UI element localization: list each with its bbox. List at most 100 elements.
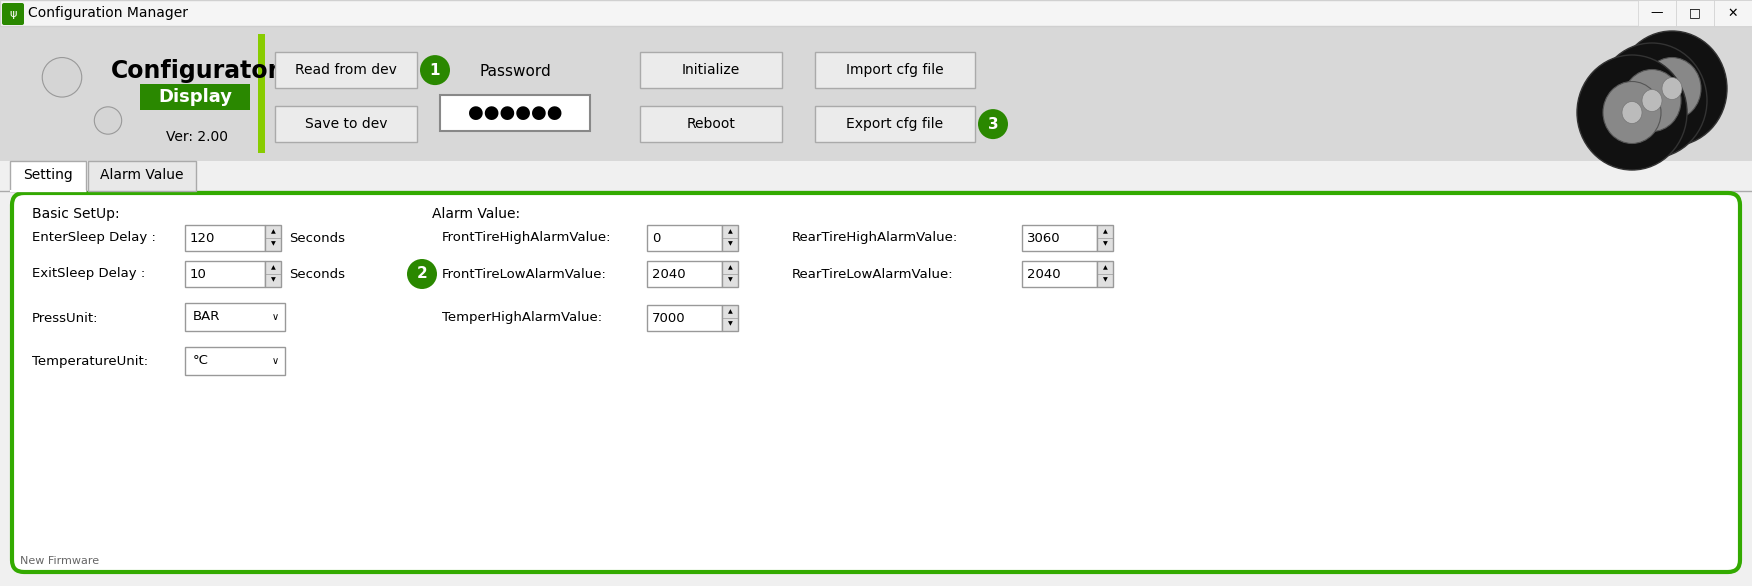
Text: 3060: 3060: [1027, 231, 1060, 244]
Text: Basic SetUp:: Basic SetUp:: [32, 207, 119, 221]
Text: 7000: 7000: [652, 312, 685, 325]
Circle shape: [95, 107, 121, 134]
Bar: [4, 33, 21, 50]
Text: ▼: ▼: [1102, 241, 1107, 247]
Bar: [68, 139, 79, 151]
Bar: [722, 225, 738, 251]
Bar: [815, 106, 976, 142]
Text: ▼: ▼: [727, 241, 732, 247]
Text: New Firmware: New Firmware: [19, 556, 100, 566]
Bar: [1097, 261, 1113, 287]
Text: 0: 0: [652, 231, 661, 244]
Text: ▼: ▼: [727, 322, 732, 326]
Ellipse shape: [1622, 101, 1642, 124]
Ellipse shape: [1598, 43, 1706, 158]
Bar: [722, 305, 738, 331]
Bar: [1097, 225, 1113, 251]
Circle shape: [406, 259, 436, 289]
Ellipse shape: [1617, 31, 1727, 146]
Text: Read from dev: Read from dev: [294, 63, 398, 77]
Bar: [35, 128, 51, 143]
Text: 2: 2: [417, 267, 427, 281]
Bar: [61, 116, 70, 125]
Bar: [147, 116, 154, 125]
Bar: [103, 105, 121, 122]
Ellipse shape: [1643, 57, 1701, 120]
Ellipse shape: [1577, 55, 1687, 170]
Text: Alarm Value: Alarm Value: [100, 168, 184, 182]
Text: 2040: 2040: [1027, 267, 1060, 281]
Bar: [140, 84, 251, 110]
Bar: [258, 34, 265, 153]
Bar: [1021, 225, 1097, 251]
Text: TemperatureUnit:: TemperatureUnit:: [32, 356, 149, 369]
Text: 3: 3: [988, 117, 999, 132]
Text: Export cfg file: Export cfg file: [846, 117, 944, 131]
Text: RearTireHighAlarmValue:: RearTireHighAlarmValue:: [792, 231, 958, 244]
Bar: [137, 90, 149, 101]
Text: 10: 10: [189, 267, 207, 281]
Text: ∨: ∨: [272, 356, 279, 366]
Text: RearTireLowAlarmValue:: RearTireLowAlarmValue:: [792, 267, 953, 281]
Text: □: □: [1689, 6, 1701, 19]
Text: ▲: ▲: [270, 230, 275, 234]
Text: Initialize: Initialize: [682, 63, 739, 77]
Text: Setting: Setting: [23, 168, 74, 182]
Bar: [1677, 0, 1713, 26]
Bar: [0, 26, 1752, 161]
Text: Configurator: Configurator: [110, 59, 280, 83]
Circle shape: [978, 109, 1007, 139]
Bar: [103, 33, 121, 50]
Bar: [88, 161, 196, 191]
Bar: [265, 225, 280, 251]
Bar: [11, 161, 86, 191]
Bar: [89, 156, 100, 166]
Bar: [116, 156, 126, 166]
Text: ▲: ▲: [1102, 265, 1107, 271]
FancyBboxPatch shape: [12, 193, 1740, 572]
Bar: [815, 52, 976, 88]
Bar: [35, 12, 51, 26]
Bar: [0, 71, 7, 84]
Circle shape: [420, 55, 450, 85]
Text: ∨: ∨: [272, 312, 279, 322]
Bar: [275, 52, 417, 88]
Text: ExitSleep Delay :: ExitSleep Delay :: [32, 267, 145, 281]
Bar: [646, 261, 722, 287]
Bar: [639, 52, 781, 88]
Text: Reboot: Reboot: [687, 117, 736, 131]
Text: Save to dev: Save to dev: [305, 117, 387, 131]
Text: Seconds: Seconds: [289, 231, 345, 244]
Bar: [646, 305, 722, 331]
Text: 2040: 2040: [652, 267, 685, 281]
Text: Ver: 2.00: Ver: 2.00: [166, 130, 228, 144]
Ellipse shape: [1642, 90, 1663, 111]
Ellipse shape: [1663, 77, 1682, 100]
Bar: [722, 261, 738, 287]
Bar: [0, 0, 1752, 26]
Bar: [117, 71, 130, 84]
Text: —: —: [1650, 6, 1663, 19]
Text: ▲: ▲: [727, 230, 732, 234]
Text: ▼: ▼: [727, 278, 732, 282]
Text: EnterSleep Delay :: EnterSleep Delay :: [32, 231, 156, 244]
Bar: [275, 106, 417, 142]
Bar: [137, 139, 149, 151]
Text: ▲: ▲: [727, 265, 732, 271]
Bar: [89, 75, 100, 85]
Bar: [1021, 261, 1097, 287]
Bar: [639, 106, 781, 142]
Bar: [4, 105, 21, 122]
Text: BAR: BAR: [193, 311, 221, 323]
Circle shape: [72, 84, 144, 156]
Ellipse shape: [1603, 81, 1661, 144]
Text: ψ: ψ: [9, 9, 18, 19]
Text: ▲: ▲: [727, 309, 732, 315]
Bar: [74, 12, 89, 26]
Bar: [74, 128, 89, 143]
Text: Import cfg file: Import cfg file: [846, 63, 944, 77]
Text: ▲: ▲: [270, 265, 275, 271]
Bar: [1713, 0, 1752, 26]
Text: ▼: ▼: [270, 241, 275, 247]
Bar: [0, 161, 1752, 193]
